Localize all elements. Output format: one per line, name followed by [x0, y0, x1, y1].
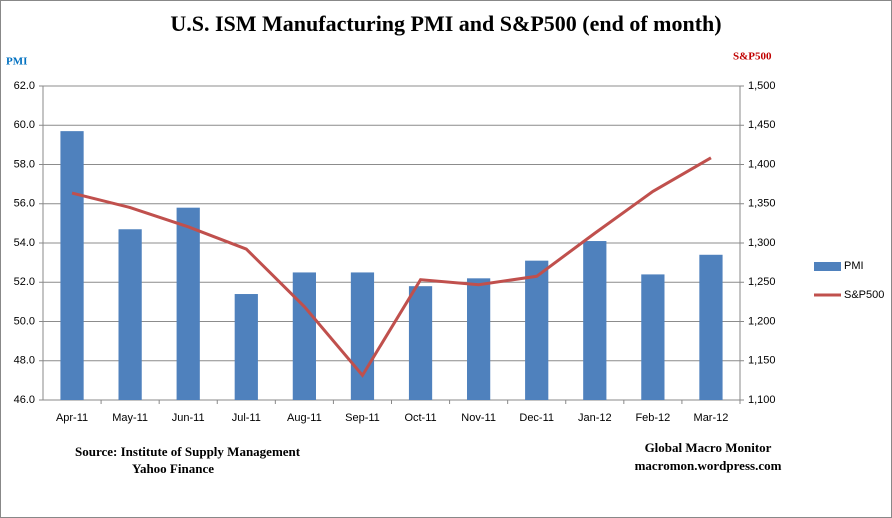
source-note: Yahoo Finance — [132, 461, 214, 476]
credit-note: macromon.wordpress.com — [635, 458, 782, 473]
x-tick-label: Mar-12 — [694, 412, 729, 424]
y-axis-label: PMI — [6, 56, 27, 68]
y-tick-label: 56.0 — [14, 198, 35, 210]
bar — [408, 286, 433, 400]
bar — [641, 274, 665, 400]
y-tick-label: 52.0 — [14, 276, 35, 288]
x-tick-label: Oct-11 — [404, 412, 436, 424]
legend-swatch — [814, 262, 841, 271]
source-note: Source: Institute of Supply Management — [75, 444, 301, 459]
y-tick-label: 60.0 — [14, 119, 35, 131]
y-tick-label: 46.0 — [14, 394, 35, 406]
y2-tick-label: 1,400 — [748, 158, 776, 170]
bar — [292, 272, 316, 400]
bar — [118, 229, 142, 400]
y2-tick-label: 1,200 — [748, 315, 776, 327]
x-tick-label: Dec-11 — [519, 412, 554, 424]
bar — [525, 260, 549, 400]
y2-tick-label: 1,450 — [748, 119, 776, 131]
x-tick-label: Sep-11 — [345, 412, 380, 424]
bar — [699, 254, 723, 400]
x-tick-label: Feb-12 — [635, 412, 670, 424]
legend-label: PMI — [844, 260, 864, 272]
bar — [234, 294, 258, 400]
x-tick-label: Jan-12 — [578, 412, 612, 424]
y-tick-label: 50.0 — [14, 315, 35, 327]
legend-label: S&P500 — [844, 289, 884, 301]
x-tick-label: Jul-11 — [232, 412, 261, 424]
y-tick-label: 48.0 — [14, 355, 35, 367]
credit-note: Global Macro Monitor — [645, 440, 772, 455]
y2-tick-label: 1,500 — [748, 80, 776, 92]
y-tick-label: 62.0 — [14, 80, 35, 92]
y2-tick-label: 1,100 — [748, 394, 776, 406]
y2-tick-label: 1,350 — [748, 198, 776, 210]
x-tick-label: Nov-11 — [461, 412, 496, 424]
x-tick-label: Aug-11 — [287, 412, 322, 424]
x-tick-label: May-11 — [112, 412, 148, 424]
y2-axis-label: S&P500 — [733, 51, 772, 63]
x-tick-label: Jun-11 — [172, 412, 205, 424]
bar — [467, 278, 491, 400]
y-tick-label: 58.0 — [14, 158, 35, 170]
bar — [176, 207, 200, 400]
bar — [583, 241, 607, 400]
line — [71, 156, 712, 378]
bar — [60, 131, 84, 400]
x-tick-label: Apr-11 — [56, 412, 88, 424]
y2-tick-label: 1,250 — [748, 276, 776, 288]
y2-tick-label: 1,300 — [748, 237, 776, 249]
chart-title: U.S. ISM Manufacturing PMI and S&P500 (e… — [170, 11, 721, 36]
y-tick-label: 54.0 — [14, 237, 35, 249]
bar — [350, 272, 375, 400]
y2-tick-label: 1,150 — [748, 355, 776, 367]
